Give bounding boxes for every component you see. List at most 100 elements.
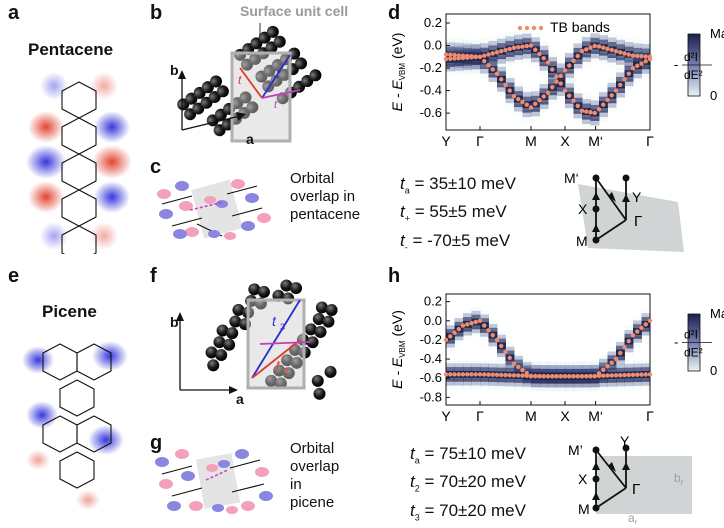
- tb-band-point: [643, 59, 648, 64]
- heatmap-cell: [463, 58, 472, 66]
- heatmap-cell: [497, 330, 506, 338]
- tb-band-point: [507, 373, 512, 378]
- heatmap-cell: [471, 359, 481, 367]
- colorbar-label-num: d²I: [684, 50, 698, 64]
- heatmap-cell: [565, 83, 574, 91]
- tb-band-point: [630, 372, 636, 378]
- heatmap-cell: [556, 58, 566, 66]
- heatmap-cell: [446, 336, 455, 344]
- heatmap-cell: [505, 360, 515, 368]
- tb-band-point: [592, 110, 597, 116]
- heatmap-cell: [633, 378, 642, 386]
- heatmap-cell: [480, 62, 489, 70]
- heatmap-cell: [624, 74, 634, 82]
- bz-label: Γ: [632, 481, 640, 498]
- heatmap-cell: [514, 82, 523, 90]
- bz-label: M: [576, 233, 588, 249]
- heatmap-cell: [446, 64, 455, 72]
- axis-b-label-picene: b: [170, 314, 179, 330]
- tb-band-point: [477, 372, 483, 377]
- surface-unit-cell-label: Surface unit cell: [240, 3, 349, 19]
- heatmap-cell: [480, 374, 489, 382]
- heatmap-cell: [480, 66, 489, 74]
- heatmap-cell: [471, 367, 481, 375]
- heatmap-cell: [582, 103, 591, 111]
- heatmap-cell: [497, 84, 506, 92]
- heatmap-cell: [505, 362, 515, 370]
- heatmap-cell: [454, 42, 464, 50]
- heatmap-cell: [616, 367, 625, 375]
- heatmap-cell: [582, 368, 591, 376]
- lobe: [26, 450, 50, 470]
- heatmap-cell: [599, 354, 608, 362]
- heatmap-cell: [548, 74, 557, 82]
- heatmap-cell: [488, 335, 498, 343]
- heatmap-cell: [582, 376, 591, 384]
- heatmap-cell: [505, 49, 515, 57]
- heatmap-cell: [471, 310, 481, 318]
- tb-band-point: [618, 373, 623, 378]
- heatmap-cell: [531, 59, 540, 67]
- heatmap-cell: [624, 60, 634, 68]
- tb-band-point: [499, 372, 504, 378]
- heatmap-cell: [463, 324, 472, 332]
- heatmap-cell: [641, 317, 651, 325]
- heatmap-cell: [624, 326, 634, 334]
- heatmap-cell: [616, 360, 625, 368]
- bz-label: Y: [632, 189, 642, 205]
- heatmap-cell: [531, 383, 540, 391]
- heatmap-cell: [539, 365, 549, 373]
- heatmap-cell: [599, 383, 608, 391]
- heatmap-cell: [548, 368, 557, 376]
- heatmap-cell: [471, 44, 481, 52]
- heatmap-cell: [471, 363, 481, 371]
- tb-band-point: [490, 51, 495, 56]
- tb-band-point: [486, 372, 491, 377]
- heatmap-cell: [641, 62, 651, 70]
- pentacene-packing-image: t t t: [177, 23, 322, 143]
- heatmap-cell: [590, 95, 600, 103]
- tb-band-point: [554, 74, 559, 79]
- heatmap-cell: [488, 375, 498, 383]
- lobe: [76, 490, 100, 510]
- heatmap-cell: [539, 68, 549, 76]
- heatmap-cell: [624, 55, 634, 63]
- lobe: [94, 181, 130, 213]
- heatmap-cell: [454, 41, 464, 49]
- heatmap-cell: [607, 351, 617, 359]
- heatmap-cell: [531, 50, 540, 58]
- heatmap-cell: [471, 314, 481, 322]
- heatmap-cell: [573, 47, 583, 55]
- heatmap-cell: [497, 367, 506, 375]
- heatmap-cell: [497, 379, 506, 387]
- tb-band-point: [571, 374, 576, 379]
- heatmap-cell: [480, 329, 489, 337]
- heatmap-cell: [463, 317, 472, 325]
- heatmap-cell: [497, 338, 506, 346]
- heatmap-cell: [582, 361, 591, 369]
- heatmap-cell: [446, 363, 455, 371]
- heatmap-cell: [531, 113, 540, 121]
- heatmap-cell: [505, 54, 515, 62]
- heatmap-cell: [616, 383, 625, 391]
- heatmap-cell: [514, 91, 523, 99]
- tb-band-point: [494, 50, 500, 55]
- heatmap-cell: [505, 364, 515, 372]
- heatmap-cell: [565, 96, 574, 104]
- heatmap-cell: [633, 316, 642, 324]
- heatmap-cell: [539, 368, 549, 376]
- heatmap-cell: [548, 79, 557, 87]
- heatmap-cell: [454, 68, 464, 76]
- heatmap-cell: [565, 105, 574, 113]
- heatmap-cell: [573, 365, 583, 373]
- tb-band-point: [579, 374, 585, 379]
- tb-band-point: [456, 326, 461, 332]
- heatmap-cell: [514, 375, 523, 383]
- heatmap-cell: [573, 361, 583, 369]
- tb-band-point: [647, 318, 653, 323]
- tb-band-point: [545, 374, 551, 379]
- heatmap-cell: [488, 378, 498, 386]
- heatmap-cell: [633, 66, 642, 74]
- heatmap-cell: [454, 63, 464, 71]
- heatmap-cell: [514, 48, 523, 56]
